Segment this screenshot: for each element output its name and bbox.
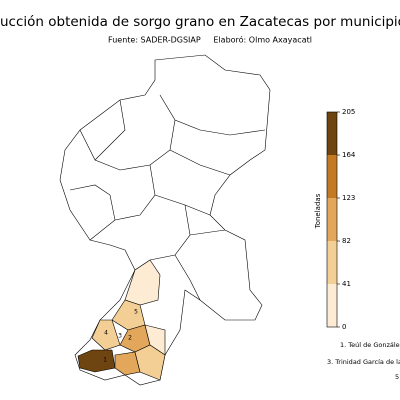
tick-label: 164: [342, 151, 356, 159]
colorbar-segment: [327, 241, 337, 284]
colorbar: 0 41 82 123 164 205: [326, 108, 356, 331]
state-outline: [59, 54, 271, 386]
tick-label: 41: [342, 280, 351, 288]
annotation: 3. Trinidad García de la: [327, 358, 400, 366]
tick-label: 0: [342, 323, 346, 331]
annotations: 1. Teúl de Gonzále 3. Trinidad García de …: [327, 341, 400, 381]
region: [77, 349, 116, 373]
region: [114, 351, 141, 376]
subtitle: Fuente: SADER-DGSIAP Elaboró: Olmo Axaya…: [108, 35, 312, 45]
colorbar-frame: [326, 111, 338, 328]
annotation: 1. Teúl de Gonzále: [340, 341, 400, 349]
title: ucción obtenida de sorgo grano en Zacate…: [0, 14, 400, 30]
colorbar-segment: [327, 284, 337, 327]
region: [134, 344, 166, 381]
region: [91, 319, 121, 351]
tick-label: 205: [342, 108, 355, 116]
region-label: 4: [104, 330, 108, 337]
tick-label: 82: [342, 237, 351, 245]
colorbar-segment: [327, 198, 337, 241]
region-label: 1: [103, 357, 107, 364]
colorbar-label: Toneladas: [314, 193, 322, 229]
region-label: 2: [128, 335, 132, 342]
region-label: 5: [134, 309, 138, 316]
state-map: [59, 54, 271, 386]
annotation: 5: [395, 373, 399, 381]
colorbar-segment: [327, 155, 337, 198]
region-label: 3: [118, 333, 122, 340]
municipal-borders: [69, 94, 266, 301]
colorbar-segment: [327, 112, 337, 155]
tick-label: 123: [342, 194, 355, 202]
